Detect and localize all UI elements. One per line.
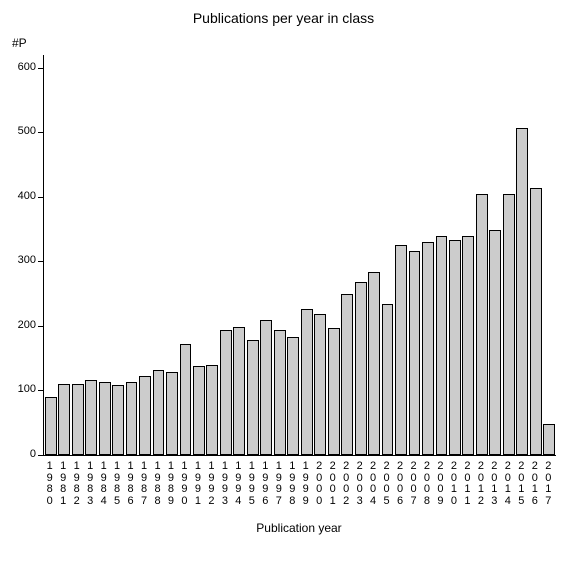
bar xyxy=(503,194,515,455)
x-tick-label: 2011 xyxy=(461,461,474,507)
bar xyxy=(436,236,448,455)
bar xyxy=(314,314,326,455)
bar xyxy=(247,340,259,455)
bar xyxy=(395,245,407,455)
y-tick-label: 0 xyxy=(6,448,36,460)
x-tick-label: 1994 xyxy=(232,461,245,507)
x-axis-label: Publication year xyxy=(43,521,555,535)
x-tick-label: 1984 xyxy=(97,461,110,507)
bar xyxy=(530,188,542,455)
x-tick-label: 1985 xyxy=(110,461,123,507)
bar xyxy=(99,382,111,455)
bar xyxy=(139,376,151,455)
bar xyxy=(220,330,232,455)
x-tick-label: 1990 xyxy=(178,461,191,507)
x-tick-label: 2001 xyxy=(326,461,339,507)
bar xyxy=(409,251,421,455)
x-tick-label: 1980 xyxy=(43,461,56,507)
x-tick-label: 2015 xyxy=(515,461,528,507)
x-tick-label: 1992 xyxy=(205,461,218,507)
bar xyxy=(489,230,501,455)
chart-container: Publications per year in class #P Public… xyxy=(0,0,567,567)
y-tick-label: 500 xyxy=(6,125,36,137)
bar xyxy=(72,384,84,455)
x-tick-label: 1995 xyxy=(245,461,258,507)
bar xyxy=(355,282,367,455)
bar xyxy=(180,344,192,455)
x-tick-label: 2004 xyxy=(366,461,379,507)
x-tick-label: 1989 xyxy=(164,461,177,507)
bar xyxy=(301,309,313,455)
x-tick-label: 1981 xyxy=(56,461,69,507)
y-tick-mark xyxy=(38,68,43,69)
bar xyxy=(462,236,474,455)
bar xyxy=(166,372,178,455)
y-tick-label: 300 xyxy=(6,254,36,266)
x-tick-label: 2017 xyxy=(542,461,555,507)
x-tick-label: 2014 xyxy=(501,461,514,507)
x-tick-label: 1983 xyxy=(83,461,96,507)
x-tick-label: 2006 xyxy=(393,461,406,507)
bar xyxy=(45,397,57,455)
y-axis-short-label: #P xyxy=(12,36,27,50)
bar xyxy=(274,330,286,455)
x-tick-label: 2003 xyxy=(353,461,366,507)
bar xyxy=(328,328,340,455)
bar xyxy=(543,424,555,455)
x-tick-label: 1988 xyxy=(151,461,164,507)
x-tick-label: 1987 xyxy=(137,461,150,507)
y-tick-label: 100 xyxy=(6,383,36,395)
x-tick-label: 2002 xyxy=(339,461,352,507)
x-tick-label: 1997 xyxy=(272,461,285,507)
x-tick-label: 1993 xyxy=(218,461,231,507)
bar xyxy=(112,385,124,455)
bar xyxy=(153,370,165,455)
x-tick-label: 1996 xyxy=(259,461,272,507)
x-tick-label: 1982 xyxy=(70,461,83,507)
x-tick-label: 1986 xyxy=(124,461,137,507)
bar xyxy=(85,380,97,455)
plot-area xyxy=(43,55,556,456)
bar xyxy=(368,272,380,455)
bar xyxy=(126,382,138,455)
bar xyxy=(422,242,434,455)
bars-layer xyxy=(44,55,556,455)
x-tick-label: 1991 xyxy=(191,461,204,507)
bar xyxy=(476,194,488,455)
bar xyxy=(287,337,299,455)
x-tick-label: 1998 xyxy=(286,461,299,507)
bar xyxy=(449,240,461,455)
y-tick-label: 400 xyxy=(6,190,36,202)
x-tick-label: 2009 xyxy=(434,461,447,507)
x-tick-label: 2005 xyxy=(380,461,393,507)
y-tick-mark xyxy=(38,326,43,327)
y-tick-mark xyxy=(38,261,43,262)
bar xyxy=(233,327,245,455)
bar xyxy=(516,128,528,455)
x-tick-label: 1999 xyxy=(299,461,312,507)
x-tick-label: 2013 xyxy=(488,461,501,507)
x-tick-label: 2010 xyxy=(447,461,460,507)
x-tick-label: 2008 xyxy=(420,461,433,507)
bar xyxy=(193,366,205,455)
x-tick-label: 2012 xyxy=(474,461,487,507)
y-tick-mark xyxy=(38,197,43,198)
bar xyxy=(58,384,70,455)
y-tick-label: 600 xyxy=(6,61,36,73)
x-tick-label: 2007 xyxy=(407,461,420,507)
y-tick-mark xyxy=(38,390,43,391)
bar xyxy=(206,365,218,455)
y-tick-mark xyxy=(38,455,43,456)
x-tick-label: 2000 xyxy=(312,461,325,507)
x-tick-label: 2016 xyxy=(528,461,541,507)
bar xyxy=(341,294,353,455)
y-tick-label: 200 xyxy=(6,319,36,331)
y-tick-mark xyxy=(38,132,43,133)
bar xyxy=(260,320,272,455)
bar xyxy=(382,304,394,455)
chart-title: Publications per year in class xyxy=(0,10,567,26)
